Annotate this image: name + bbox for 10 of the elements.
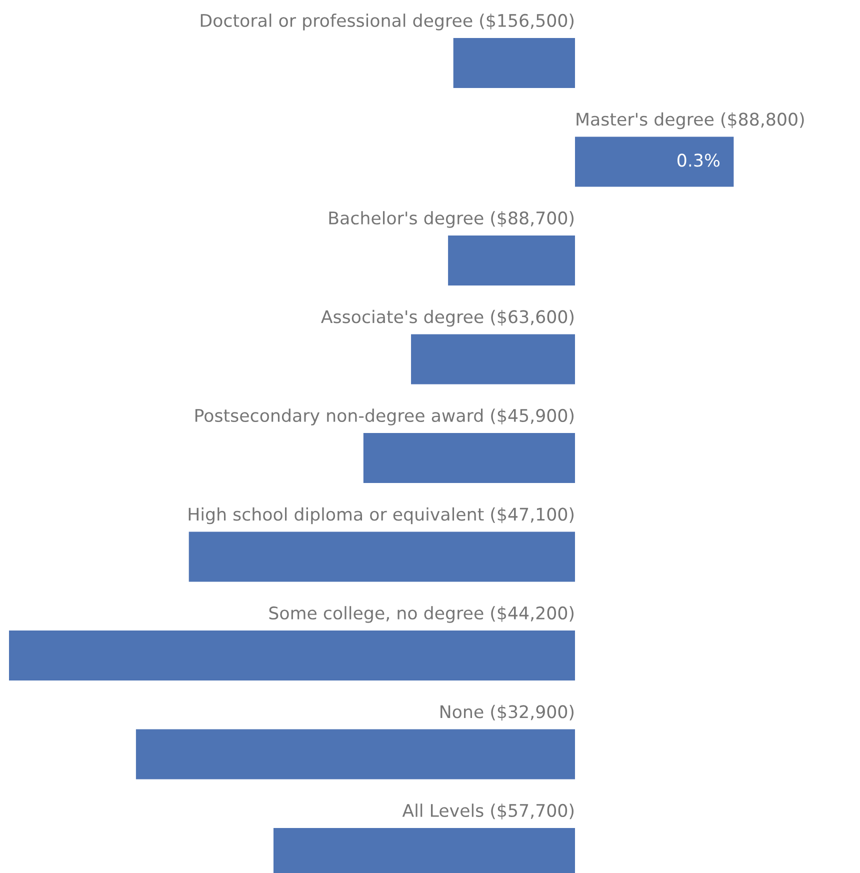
y-tick-label: Associate's degree ($63,600)	[321, 310, 574, 327]
y-tick-label: Bachelor's degree ($88,700)	[329, 211, 574, 228]
y-tick-label: Master's degree ($88,800)	[576, 112, 804, 130]
y-tick-label: None ($32,900)	[440, 704, 574, 721]
y-tick-label: High school diploma or equivalent ($47,100)	[188, 507, 574, 524]
y-tick-label: Some college, no degree ($44,200)	[269, 606, 574, 623]
y-tick-label: Doctoral or professional degree ($156,500)	[200, 14, 574, 30]
data-label: 0.3%	[678, 154, 720, 167]
y-tick-label: Postsecondary non-degree award ($45,900)	[195, 408, 574, 426]
y-tick-label: All Levels ($57,700)	[402, 804, 574, 820]
